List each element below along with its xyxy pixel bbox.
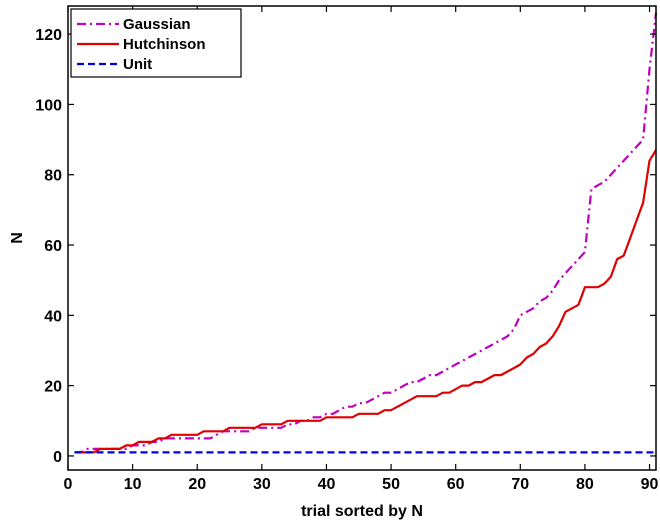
series-line-hutchinson bbox=[74, 149, 657, 454]
y-tick-label: 120 bbox=[35, 27, 62, 44]
series-layer bbox=[74, 12, 658, 454]
x-tick-label: 40 bbox=[318, 476, 336, 493]
y-tick-label: 60 bbox=[44, 238, 62, 255]
x-tick-label: 0 bbox=[64, 476, 73, 493]
legend-label-unit: Unit bbox=[123, 56, 152, 73]
axes-box bbox=[67, 5, 657, 471]
series-line-gaussian bbox=[74, 12, 658, 454]
x-tick-label: 20 bbox=[188, 476, 206, 493]
x-tick-label: 50 bbox=[382, 476, 400, 493]
y-tick-label: 100 bbox=[35, 97, 62, 114]
x-tick-label: 70 bbox=[511, 476, 529, 493]
x-tick-label: 10 bbox=[124, 476, 142, 493]
legend-label-gaussian: Gaussian bbox=[123, 16, 191, 33]
x-tick-label: 90 bbox=[641, 476, 659, 493]
x-tick-label: 60 bbox=[447, 476, 465, 493]
y-tick-label: 0 bbox=[53, 449, 62, 466]
legend: Gaussian Hutchinson Unit bbox=[70, 8, 242, 78]
y-tick-label: 40 bbox=[44, 308, 62, 325]
x-axis-label: trial sorted by N bbox=[301, 503, 423, 520]
ticks-layer: 0 10 20 30 40 50 60 70 80 90 0 20 40 60 80 100 120 bbox=[35, 6, 659, 493]
x-tick-label: 80 bbox=[576, 476, 594, 493]
y-axis-label: N bbox=[9, 232, 26, 244]
y-tick-label: 80 bbox=[44, 168, 62, 185]
x-tick-label: 30 bbox=[253, 476, 271, 493]
legend-label-hutchinson: Hutchinson bbox=[123, 36, 206, 53]
y-tick-label: 20 bbox=[44, 379, 62, 396]
